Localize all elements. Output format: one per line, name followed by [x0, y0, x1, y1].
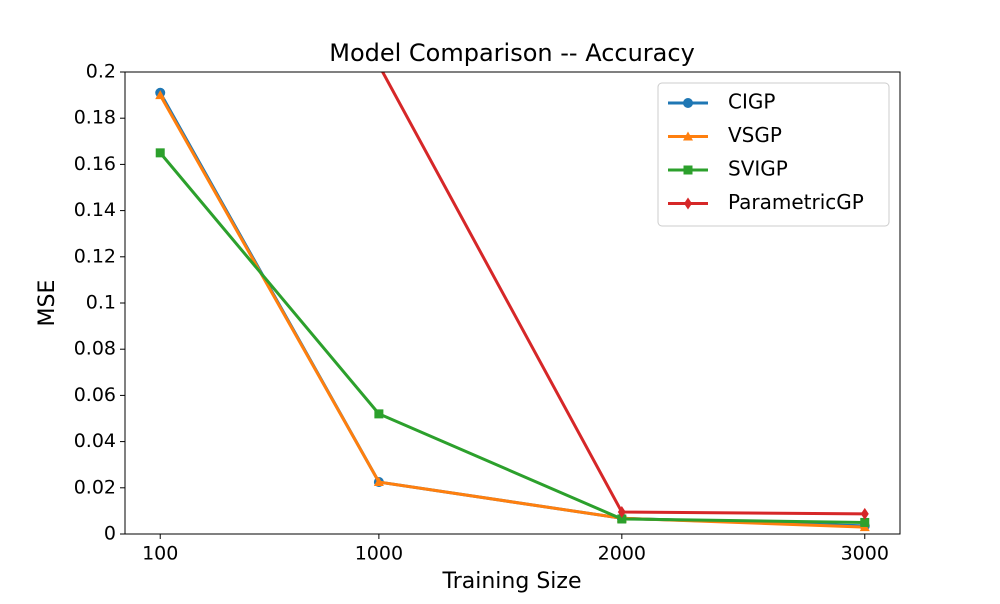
y-tick-label: 0.1: [86, 292, 116, 314]
plot-area: [155, 72, 870, 532]
marker: [155, 90, 166, 100]
y-axis-label: MSE: [35, 280, 60, 327]
marker: [860, 517, 870, 527]
legend-label: ParametricGP: [728, 190, 864, 214]
y-tick-label: 0.04: [74, 430, 116, 452]
series-line: [158, 94, 865, 529]
marker: [617, 514, 627, 524]
y-tick-label: 0.16: [74, 153, 116, 175]
x-axis-label: Training Size: [442, 569, 582, 594]
marker: [683, 165, 693, 175]
legend: CIGP VSGP SVIGP ParametricGP: [657, 82, 890, 227]
plot-frame: [124, 71, 901, 535]
marker: [155, 148, 165, 158]
legend-label: SVIGP: [728, 157, 788, 181]
marker: [373, 477, 384, 487]
y-tick-label: 0.06: [74, 384, 116, 406]
marker: [683, 98, 693, 108]
chart-title: Model Comparison -- Accuracy: [329, 39, 695, 67]
y-tick-label: 0.08: [74, 338, 116, 360]
y-tick-label: 0.02: [74, 476, 116, 498]
x-tick-label: 2000: [598, 543, 646, 565]
x-tick-label: 3000: [841, 543, 889, 565]
y-tick-label: 0.12: [74, 245, 116, 267]
legend-box: [657, 82, 890, 227]
marker: [374, 409, 384, 419]
y-tick-label: 0.2: [86, 61, 116, 83]
x-tick-label: 1000: [355, 543, 403, 565]
y-tick-label: 0: [104, 523, 116, 545]
series-line: [159, 151, 865, 524]
marker: [684, 197, 692, 210]
marker: [683, 131, 693, 141]
y-tick-label: 0.14: [74, 199, 116, 221]
marker: [617, 506, 626, 519]
legend-label: CIGP: [728, 90, 775, 114]
legend-label: VSGP: [728, 123, 782, 147]
y-tick-label: 0.18: [74, 107, 116, 129]
marker: [860, 507, 869, 520]
x-tick-label: 100: [142, 543, 178, 565]
